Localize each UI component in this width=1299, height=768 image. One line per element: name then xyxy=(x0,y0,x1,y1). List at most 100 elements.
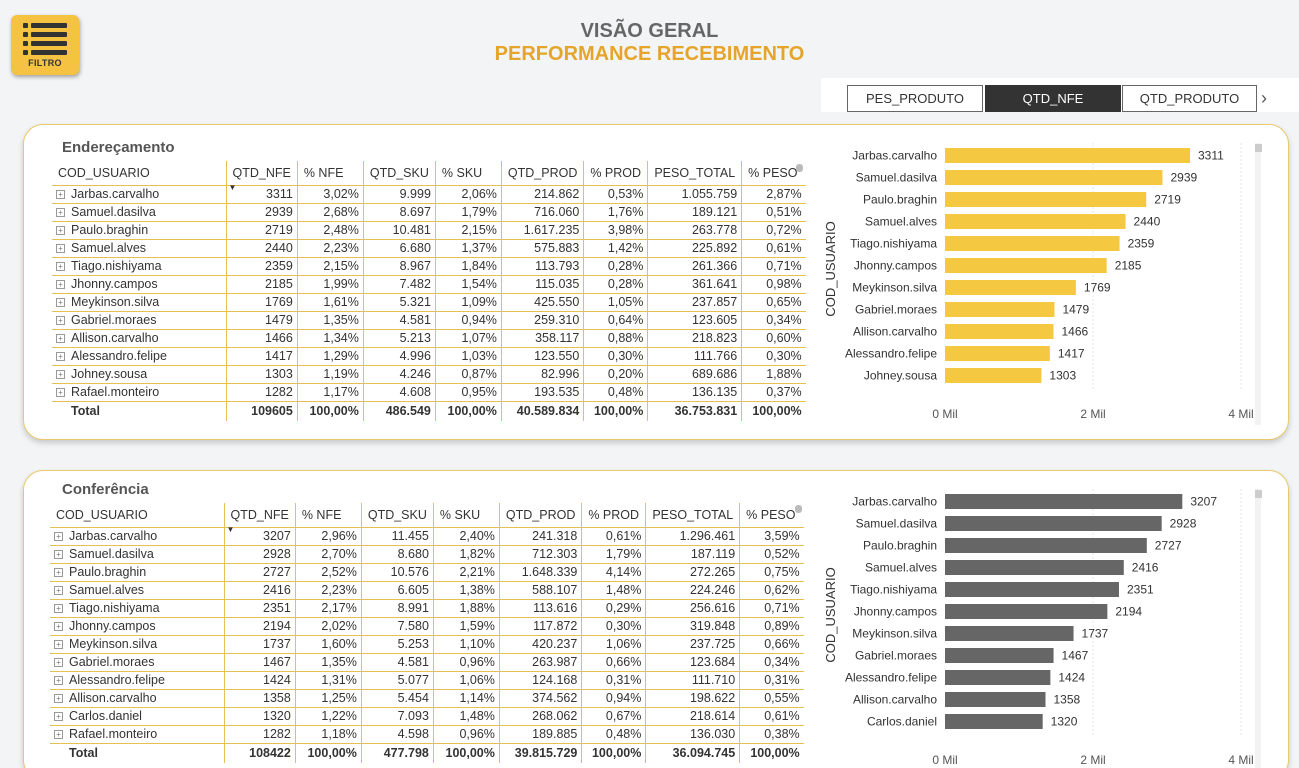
column-header-qtd-nfe[interactable]: QTD_NFE ▼ xyxy=(225,161,298,192)
column-header-peso-total[interactable]: PESO_TOTAL xyxy=(645,503,740,528)
tab-pes-produto[interactable]: PES_PRODUTO xyxy=(847,85,983,112)
bar[interactable] xyxy=(945,324,1054,339)
cell-qtd-sku: 5.321 xyxy=(362,293,436,312)
cell-qtd-sku: 8.967 xyxy=(362,257,436,276)
tab-qtd-nfe[interactable]: QTD_NFE xyxy=(985,85,1121,112)
table-scrollbar[interactable] xyxy=(796,164,803,172)
chart-scrollbar[interactable] xyxy=(1255,144,1262,152)
expand-icon[interactable]: + xyxy=(56,334,65,344)
bar[interactable] xyxy=(945,170,1163,185)
x-tick-label: 0 Mil xyxy=(932,753,957,767)
expand-icon[interactable]: + xyxy=(56,298,65,308)
chart-scrollbar[interactable] xyxy=(1255,490,1262,498)
bar[interactable] xyxy=(945,538,1147,553)
sort-desc-icon: ▼ xyxy=(226,524,235,534)
cell-qtd-nfe: 1320 xyxy=(223,707,296,726)
column-header-qtd-nfe[interactable]: QTD_NFE ▼ xyxy=(223,503,296,534)
cell-peso-total: 123.605 xyxy=(647,311,742,330)
table-row: + Gabriel.moraes 1467 1,35% 4.581 0,96% 263.98… xyxy=(50,653,804,672)
expand-icon[interactable]: + xyxy=(56,244,65,254)
column-header-cod-usuario[interactable]: COD_USUARIO xyxy=(52,161,226,186)
column-header-qtd-sku[interactable]: QTD_SKU xyxy=(362,161,436,186)
bar[interactable] xyxy=(945,626,1074,641)
bar[interactable] xyxy=(945,236,1120,251)
bar[interactable] xyxy=(945,494,1183,509)
cell-cod-usuario: + Alessandro.felipe xyxy=(52,347,226,366)
table-row: + Rafael.monteiro 1282 1,17% 4.608 0,95% 193.5… xyxy=(52,383,806,402)
bar[interactable] xyxy=(945,648,1054,663)
expand-icon[interactable]: + xyxy=(54,622,63,632)
data-label: 1769 xyxy=(1084,281,1111,295)
cell-qtd-sku: 4.996 xyxy=(362,347,436,366)
column-header-pct-peso[interactable]: % PESO xyxy=(741,161,806,186)
cell-pct-nfe: 2,02% xyxy=(294,617,362,636)
cell-pct-nfe: 2,23% xyxy=(296,239,364,258)
bar[interactable] xyxy=(945,302,1055,317)
cell-qtd-prod: 575.883 xyxy=(500,239,584,258)
column-header-pct-prod[interactable]: % PROD xyxy=(581,503,646,528)
expand-icon[interactable]: + xyxy=(54,640,63,650)
expand-icon[interactable]: + xyxy=(54,586,63,596)
bar[interactable] xyxy=(945,692,1046,707)
cell-pct-peso: 0,51% xyxy=(741,203,806,222)
tab-qtd-produto[interactable]: QTD_PRODUTO xyxy=(1122,85,1257,112)
column-header-pct-nfe[interactable]: % NFE xyxy=(294,503,362,528)
expand-icon[interactable]: + xyxy=(54,712,63,722)
expand-icon[interactable]: + xyxy=(54,694,63,704)
cell-qtd-nfe: 1282 xyxy=(223,725,296,744)
cell-qtd-prod: 1.617.235 xyxy=(500,221,584,240)
expand-icon[interactable]: + xyxy=(54,730,63,740)
cell-qtd-sku: 6.605 xyxy=(360,581,434,600)
total-pct-sku: 100,00% xyxy=(434,400,502,421)
cell-qtd-nfe: 1467 xyxy=(223,653,296,672)
expand-icon[interactable]: + xyxy=(54,550,63,560)
expand-icon[interactable]: + xyxy=(56,370,65,380)
column-header-pct-nfe[interactable]: % NFE xyxy=(296,161,364,186)
table-row: + Jarbas.carvalho 3311 3,02% 9.999 2,06% 214.8… xyxy=(52,185,806,204)
x-tick-label: 2 Mil xyxy=(1080,753,1105,767)
bar[interactable] xyxy=(945,560,1124,575)
expand-icon[interactable]: + xyxy=(56,226,65,236)
bar[interactable] xyxy=(945,214,1126,229)
x-tick-label: 4 Mil xyxy=(1228,407,1253,421)
bar[interactable] xyxy=(945,582,1119,597)
expand-icon[interactable]: + xyxy=(56,388,65,398)
column-header-qtd-sku[interactable]: QTD_SKU xyxy=(360,503,434,528)
bar[interactable] xyxy=(945,368,1042,383)
bar[interactable] xyxy=(945,604,1108,619)
bar[interactable] xyxy=(945,280,1076,295)
expand-icon[interactable]: + xyxy=(54,568,63,578)
column-header-pct-peso[interactable]: % PESO xyxy=(739,503,804,528)
chevron-right-icon[interactable]: › xyxy=(1261,88,1267,108)
column-header-pct-sku[interactable]: % SKU xyxy=(432,503,500,528)
bar[interactable] xyxy=(945,258,1107,273)
column-header-pct-sku[interactable]: % SKU xyxy=(434,161,502,186)
cell-peso-total: 225.892 xyxy=(647,239,742,258)
expand-icon[interactable]: + xyxy=(56,316,65,326)
column-header-qtd-prod[interactable]: QTD_PROD xyxy=(500,161,584,186)
column-header-qtd-prod[interactable]: QTD_PROD xyxy=(498,503,582,528)
bar[interactable] xyxy=(945,148,1191,163)
expand-icon[interactable]: + xyxy=(54,532,63,542)
expand-icon[interactable]: + xyxy=(54,676,63,686)
expand-icon[interactable]: + xyxy=(54,604,63,614)
cell-pct-prod: 1,48% xyxy=(581,581,646,600)
column-header-cod-usuario[interactable]: COD_USUARIO xyxy=(50,503,224,528)
filter-button[interactable]: FILTRO xyxy=(11,15,79,75)
bar[interactable] xyxy=(945,670,1051,685)
column-header-pct-prod[interactable]: % PROD xyxy=(583,161,648,186)
expand-icon[interactable]: + xyxy=(54,658,63,668)
expand-icon[interactable]: + xyxy=(56,190,65,200)
cell-pct-sku: 1,79% xyxy=(434,203,502,222)
expand-icon[interactable]: + xyxy=(56,280,65,290)
bar[interactable] xyxy=(945,346,1050,361)
expand-icon[interactable]: + xyxy=(56,208,65,218)
bar[interactable] xyxy=(945,192,1147,207)
bar[interactable] xyxy=(945,516,1162,531)
category-label: Jhonny.campos xyxy=(854,605,937,619)
table-scrollbar[interactable] xyxy=(795,505,802,513)
expand-icon[interactable]: + xyxy=(56,352,65,362)
expand-icon[interactable]: + xyxy=(56,262,65,272)
bar[interactable] xyxy=(945,714,1043,729)
column-header-peso-total[interactable]: PESO_TOTAL xyxy=(647,161,742,186)
